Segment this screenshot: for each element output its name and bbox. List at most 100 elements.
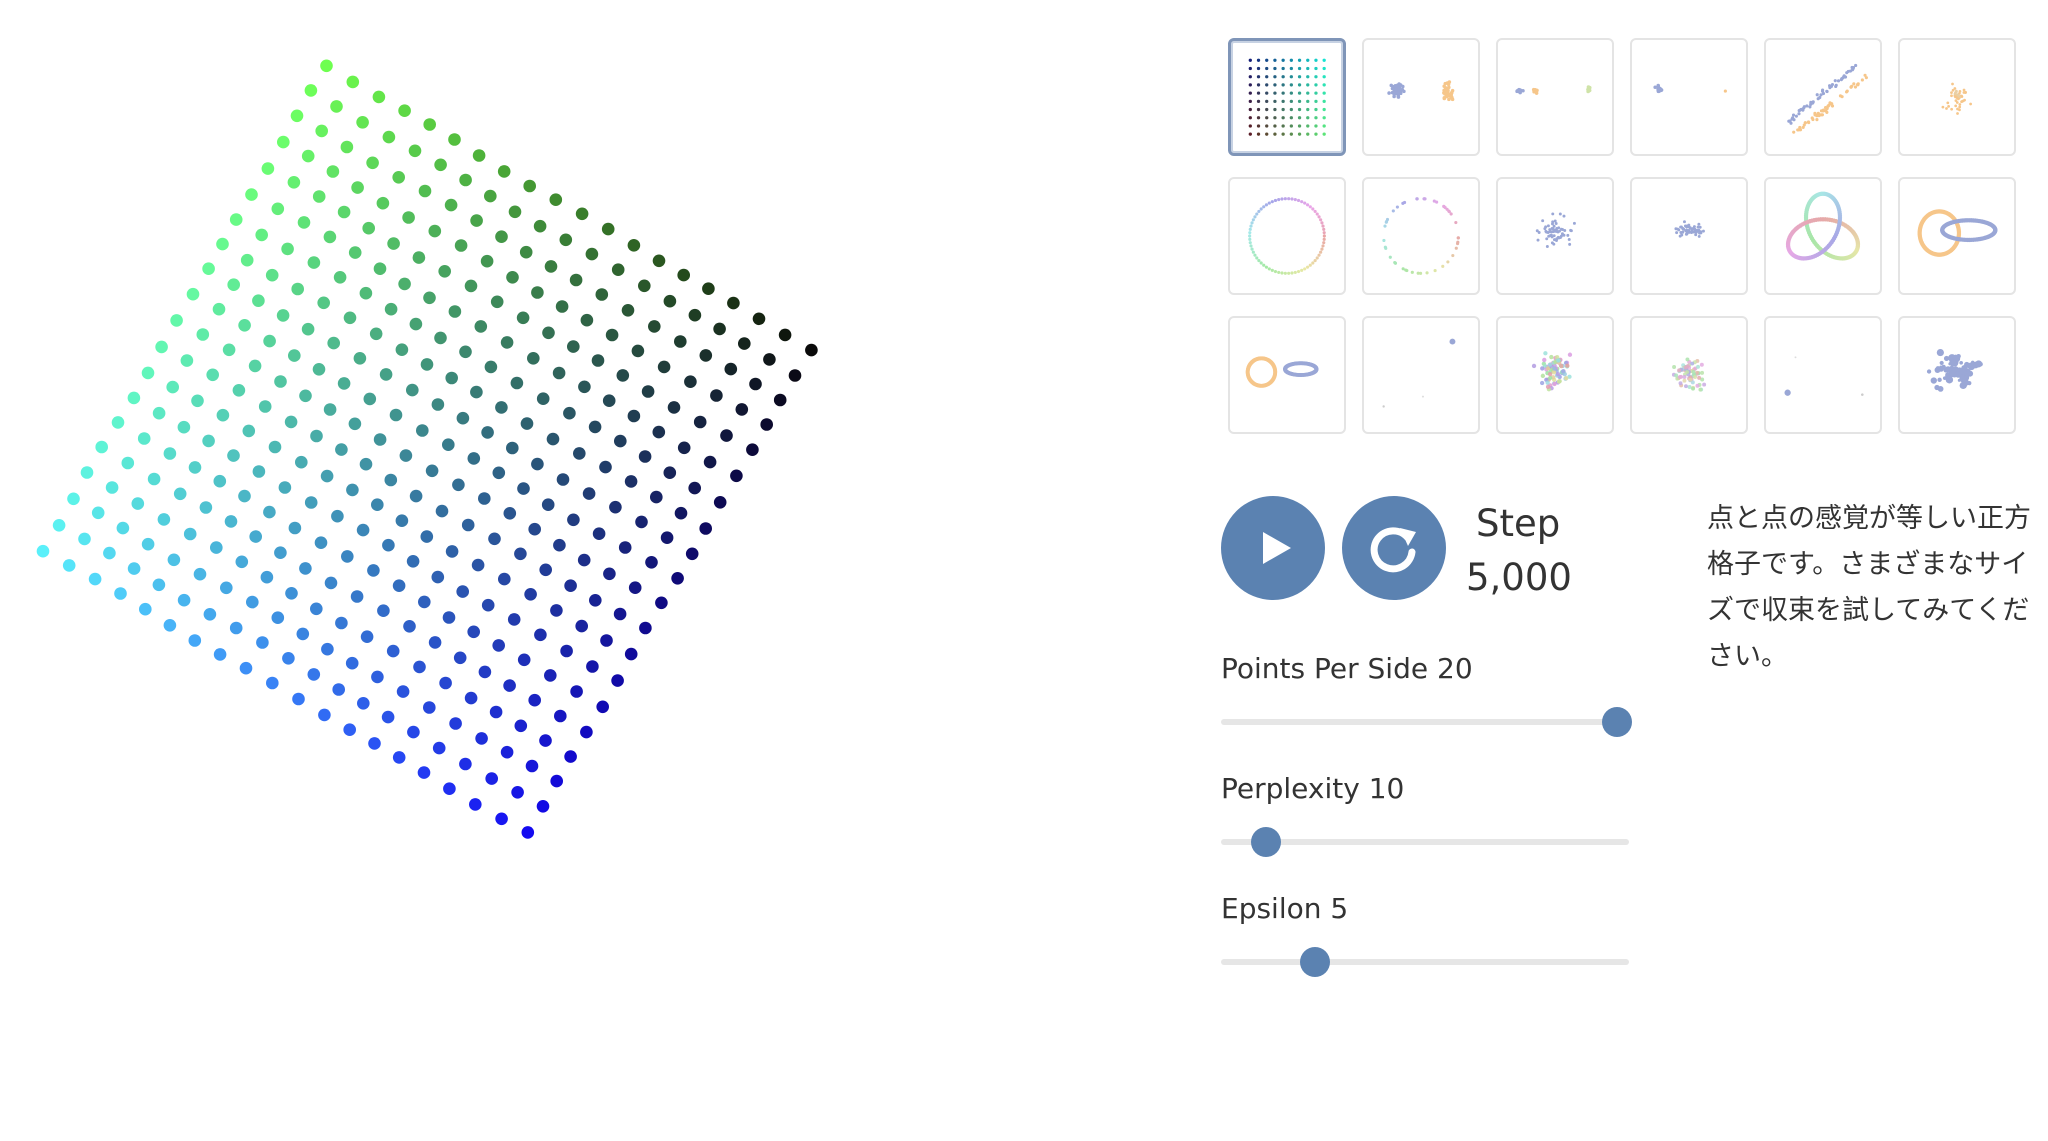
grid-point (677, 441, 691, 455)
grid-point (95, 440, 108, 454)
grid-point (550, 604, 563, 617)
play-icon (1263, 532, 1291, 564)
grid-point (657, 360, 671, 374)
grid-point (183, 527, 197, 541)
dataset-thumbnail-random-walk[interactable] (1496, 316, 1614, 434)
grid-point (514, 719, 528, 733)
grid-point (287, 176, 301, 189)
grid-point (246, 595, 259, 609)
grid-point (282, 652, 295, 665)
grid-point (281, 242, 294, 256)
grid-point (671, 572, 684, 585)
grid-point (693, 415, 707, 429)
grid-point (417, 766, 431, 779)
restart-button[interactable] (1342, 496, 1446, 600)
grid-point (363, 392, 377, 406)
grid-point (710, 389, 723, 402)
step-value: 5,000 (1466, 556, 1572, 599)
grid-point (663, 294, 677, 308)
dataset-thumbnail-circle-random[interactable] (1362, 177, 1480, 295)
grid-point (317, 296, 331, 310)
grid-point (428, 636, 442, 649)
grid-point (180, 354, 194, 367)
grid-point (227, 449, 240, 462)
grid-point (379, 368, 393, 381)
dataset-thumbnail-three-clusters[interactable] (1496, 38, 1614, 156)
dataset-thumbnail-grid[interactable] (1228, 38, 1346, 156)
grid-point (481, 598, 495, 612)
grid-point (224, 515, 238, 528)
grid-point (406, 555, 420, 568)
perplexity-slider[interactable] (1221, 827, 1629, 857)
grid-point (442, 438, 455, 452)
grid-point (139, 602, 152, 616)
dataset-thumbnail-random-jump[interactable] (1630, 316, 1748, 434)
dataset-thumbnail-uneven-clusters[interactable] (1898, 316, 2016, 434)
thumbnail-preview (1784, 356, 1864, 396)
grid-point (550, 774, 563, 788)
dataset-thumbnail-ellipsoidal-cloud[interactable] (1630, 177, 1748, 295)
grid-point (203, 608, 217, 621)
grid-point (467, 625, 481, 639)
thumbnail-preview (1245, 356, 1319, 388)
dataset-thumbnail-trefoil-knot[interactable] (1764, 177, 1882, 295)
grid-point (609, 500, 622, 514)
grid-point (586, 660, 599, 673)
grid-point (367, 564, 380, 577)
grid-point (320, 59, 333, 73)
grid-point (603, 567, 616, 581)
grid-point (702, 282, 715, 296)
grid-point (773, 393, 787, 407)
grid-point (434, 331, 447, 345)
dataset-thumbnail-two-distant-clusters[interactable] (1630, 38, 1748, 156)
grid-point (330, 100, 343, 113)
grid-point (304, 496, 318, 509)
grid-point (525, 759, 539, 773)
points-per-side-slider-thumb[interactable] (1601, 707, 1632, 737)
thumbnail-preview (1248, 58, 1326, 136)
epsilon-slider-thumb[interactable] (1299, 947, 1330, 977)
dataset-thumbnail-linked-rings[interactable] (1898, 177, 2016, 295)
play-button[interactable] (1221, 496, 1325, 600)
grid-point (554, 709, 567, 723)
grid-point (459, 757, 472, 771)
grid-point (805, 343, 818, 357)
grid-point (503, 679, 516, 692)
grid-point (307, 256, 321, 269)
grid-point (459, 173, 472, 187)
grid-point (445, 545, 459, 558)
dataset-thumbnail-equally-spaced-subclusters[interactable] (1764, 316, 1882, 434)
grid-point (778, 328, 792, 342)
grid-point (312, 363, 326, 376)
dataset-thumbnail-unlinked-rings[interactable] (1228, 316, 1346, 434)
dataset-thumbnail-orthogonal-steps[interactable] (1362, 316, 1480, 434)
grid-point (536, 392, 550, 406)
perplexity-slider-thumb[interactable] (1250, 827, 1281, 857)
dataset-thumbnail-gaussian-cloud[interactable] (1496, 177, 1614, 295)
grid-point (510, 376, 524, 390)
grid-point (350, 590, 364, 603)
dataset-thumbnail-two-clusters[interactable] (1362, 38, 1480, 156)
grid-point (256, 636, 269, 649)
points-per-side-slider[interactable] (1221, 707, 1632, 737)
grid-point (177, 593, 191, 607)
restart-icon (1370, 527, 1416, 573)
epsilon-slider[interactable] (1221, 947, 1629, 977)
grid-point (641, 385, 655, 398)
grid-point (343, 311, 357, 325)
grid-point (166, 380, 179, 394)
grid-point (573, 447, 586, 460)
grid-point (560, 644, 573, 658)
dataset-thumbnail-cluster-in-cluster[interactable] (1898, 38, 2016, 156)
dataset-thumbnail-two-long-lines[interactable] (1764, 38, 1882, 156)
grid-point (490, 295, 504, 309)
grid-point (321, 642, 334, 656)
grid-point (292, 692, 305, 706)
dataset-thumbnail-circle-evenly-spaced[interactable] (1228, 177, 1346, 295)
grid-point (335, 443, 348, 456)
grid-point (655, 596, 668, 610)
grid-point (605, 328, 619, 342)
step-label: Step (1476, 502, 1561, 545)
grid-point (564, 579, 577, 592)
grid-point (137, 432, 151, 445)
